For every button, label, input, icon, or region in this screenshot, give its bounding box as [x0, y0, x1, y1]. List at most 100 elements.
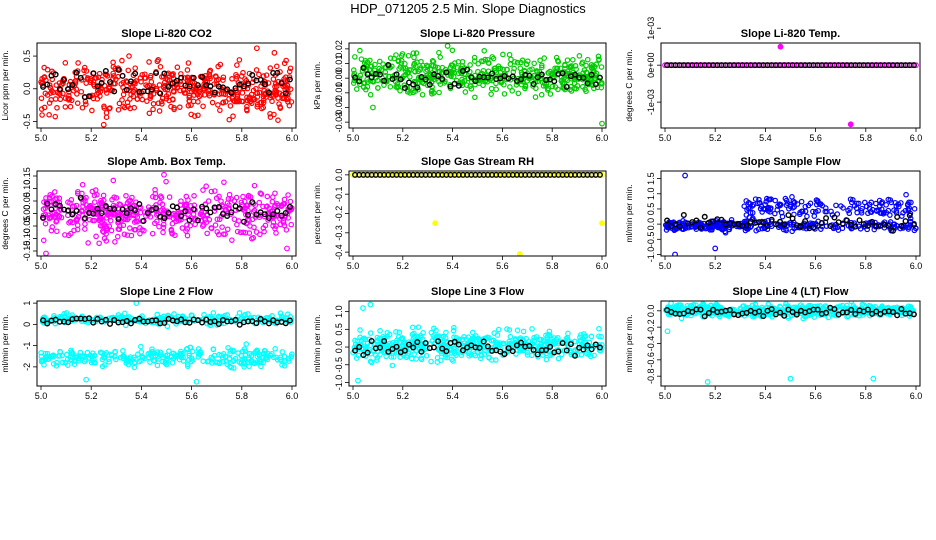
data-point: [889, 227, 896, 234]
outlier-point: [712, 245, 719, 252]
data-point: [372, 61, 378, 68]
data-point: [393, 343, 400, 350]
data-point: [475, 60, 482, 67]
data-point: [115, 215, 122, 222]
data-point: [288, 353, 295, 360]
outlier-point: [253, 45, 260, 52]
outlier-point: [704, 379, 711, 385]
data-point: [153, 70, 160, 77]
data-point: [239, 90, 246, 96]
data-point: [51, 214, 58, 220]
data-point: [898, 223, 905, 230]
data-point: [231, 216, 238, 223]
y-tick-label: 0.10: [22, 180, 32, 198]
data-point: [574, 83, 581, 89]
data-point: [260, 203, 266, 210]
data-point: [101, 222, 107, 229]
data-point: [592, 81, 599, 88]
data-point: [676, 223, 683, 230]
data-point: [216, 193, 222, 200]
data-point: [890, 306, 896, 312]
data-point: [272, 345, 278, 352]
data-point: [106, 223, 113, 229]
data-point: [281, 358, 288, 364]
y-tick-label: -1: [22, 342, 32, 350]
data-point: [171, 89, 177, 95]
data-point: [444, 339, 451, 346]
data-point: [132, 226, 139, 233]
data-point: [512, 59, 518, 65]
x-tick-label: 6.0: [596, 133, 609, 143]
data-point: [376, 71, 383, 78]
data-point: [93, 75, 100, 81]
data-point: [590, 69, 596, 75]
data-point: [99, 350, 105, 356]
x-tick-label: 5.8: [546, 261, 559, 271]
data-point: [85, 240, 91, 246]
data-point: [223, 207, 230, 213]
data-point: [449, 356, 455, 363]
data-point: [532, 94, 539, 100]
panel-title: Slope Li-820 CO2: [121, 28, 211, 40]
data-point: [252, 349, 258, 356]
y-tick-label: 0.0: [646, 218, 656, 231]
data-point: [253, 67, 260, 73]
data-point: [210, 310, 217, 316]
data-point: [783, 227, 790, 234]
data-point: [768, 216, 775, 223]
outlier-point: [367, 301, 374, 308]
data-point: [190, 211, 197, 217]
data-point: [273, 230, 279, 236]
y-tick-label: -0.02: [334, 97, 344, 118]
data-point: [848, 199, 855, 206]
data-point: [150, 100, 157, 107]
data-point: [436, 49, 442, 56]
data-point: [65, 319, 72, 326]
data-point: [598, 64, 605, 70]
data-point: [253, 320, 260, 327]
data-point: [682, 223, 688, 230]
data-point: [705, 309, 712, 316]
data-point: [49, 87, 55, 94]
data-point: [41, 362, 47, 368]
data-point: [743, 222, 750, 229]
data-point: [132, 360, 138, 366]
data-point: [518, 339, 525, 346]
data-point: [148, 72, 154, 79]
data-point: [132, 65, 139, 71]
data-point: [285, 311, 291, 317]
data-point: [49, 224, 56, 230]
data-point: [910, 62, 917, 69]
data-point: [764, 222, 771, 229]
data-point: [760, 313, 767, 320]
data-point: [115, 66, 122, 73]
data-point: [596, 74, 603, 81]
data-point: [163, 178, 169, 185]
panel-title: Slope Line 2 Flow: [120, 286, 213, 298]
data-point: [106, 359, 112, 365]
data-point: [476, 336, 482, 343]
data-point: [505, 342, 512, 349]
data-point: [53, 219, 59, 225]
data-point: [131, 79, 138, 85]
data-point: [408, 355, 415, 362]
data-point: [804, 213, 810, 220]
data-point: [283, 227, 290, 233]
data-point: [274, 69, 281, 76]
data-point: [117, 354, 124, 361]
data-point: [398, 342, 405, 349]
x-tick-label: 6.0: [596, 261, 609, 271]
data-point: [585, 343, 592, 350]
data-point: [144, 209, 151, 216]
data-point: [143, 82, 149, 88]
data-point: [507, 333, 514, 340]
data-point: [116, 100, 123, 107]
data-point: [81, 215, 88, 222]
data-point: [81, 196, 87, 202]
data-point: [111, 194, 117, 201]
data-point: [530, 337, 536, 344]
data-point: [147, 95, 154, 101]
data-point: [177, 348, 184, 355]
data-point: [40, 237, 47, 244]
data-point: [903, 191, 909, 198]
